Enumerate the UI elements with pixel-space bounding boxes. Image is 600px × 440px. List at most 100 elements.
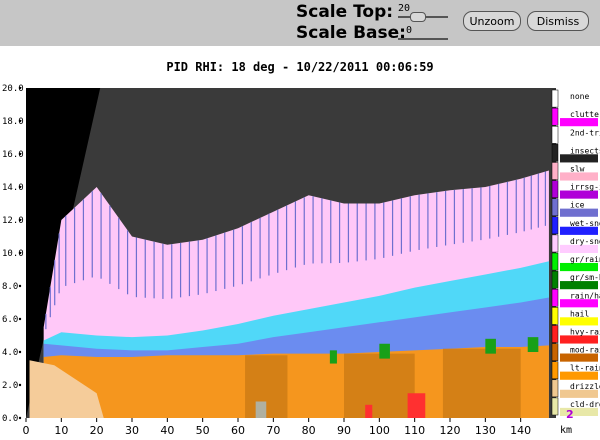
y-tick-label: 2.0 <box>2 381 18 391</box>
legend-color-bar <box>560 244 598 253</box>
unzoom-button[interactable]: Unzoom <box>463 11 521 31</box>
y-tick-dot <box>18 119 22 123</box>
legend-swatch <box>551 234 559 253</box>
y-tick-label: 0.0 <box>2 414 18 424</box>
x-tick-label: 110 <box>404 424 425 437</box>
y-tick-dot <box>18 284 22 288</box>
scale-base-slider[interactable] <box>398 38 448 40</box>
legend-label: rain/hail <box>570 291 600 300</box>
legend-color-bar <box>560 190 598 199</box>
legend-label: hail <box>570 309 589 318</box>
y-tick-label: 10.0 <box>2 249 24 259</box>
legend-swatch <box>551 307 559 325</box>
legend-label: irrsg-ice <box>570 183 600 192</box>
y-tick-label: 16.0 <box>2 150 24 160</box>
legend-color-bar <box>560 154 598 163</box>
layer-gr-sm-hail <box>485 338 496 354</box>
legend-color-bar <box>560 136 598 145</box>
y-tick-label: 14.0 <box>2 183 24 193</box>
x-tick-label: 120 <box>440 424 461 437</box>
x-axis-label: km <box>560 425 572 436</box>
scale-base-label: Scale Base: <box>296 23 406 43</box>
y-tick-label: 8.0 <box>2 282 18 292</box>
layer-hvy-rain <box>407 393 426 418</box>
legend-color-bar <box>560 371 598 380</box>
legend-swatch <box>551 144 559 162</box>
y-tick-dot <box>18 185 22 189</box>
y-tick-label: 6.0 <box>2 315 18 325</box>
legend-swatch <box>551 125 559 144</box>
colorbar-tick: 2 <box>566 408 574 421</box>
x-tick-label: 130 <box>475 424 496 437</box>
legend-color-bar <box>560 299 598 308</box>
dismiss-button[interactable]: Dismiss <box>527 11 589 31</box>
scale-base-value: 0 <box>406 25 413 36</box>
legend-label: gr/sm-hail <box>570 273 600 282</box>
layer-cld-drops <box>255 401 267 418</box>
x-tick-label: 10 <box>54 424 68 437</box>
y-tick-dot <box>18 86 22 90</box>
legend-swatch <box>551 216 559 235</box>
y-tick-dot <box>18 317 22 321</box>
legend-color-bar <box>560 407 598 416</box>
legend-color-bar <box>560 226 598 235</box>
x-tick-label: 80 <box>302 424 316 437</box>
legend-label: lt-rain <box>570 364 600 373</box>
legend-swatch <box>551 198 559 217</box>
y-tick-label: 20.0 <box>2 84 24 94</box>
legend-color-bar <box>560 317 598 326</box>
x-tick-label: 0 <box>23 424 30 437</box>
y-tick-dot <box>18 383 22 387</box>
legend-swatch <box>551 397 559 416</box>
layer-hvy-rain <box>365 404 373 418</box>
y-tick-label: 18.0 <box>2 117 24 127</box>
legend-swatch <box>551 162 559 180</box>
legend-label: hvy-rain <box>570 328 600 337</box>
legend-color-bar <box>560 172 598 181</box>
y-tick-dot <box>18 218 22 222</box>
layer-gr-sm-hail <box>329 350 337 364</box>
legend-label: wet-snow <box>570 219 600 228</box>
legend-color-bar <box>560 99 598 109</box>
x-tick-label: 30 <box>125 424 139 437</box>
y-tick-dot <box>18 251 22 255</box>
x-tick-label: 20 <box>90 424 104 437</box>
x-tick-label: 140 <box>510 424 531 437</box>
toolbar: Scale Top: 20 Scale Base: 0 Unzoom Dismi… <box>0 0 600 47</box>
scale-top-value: 20 <box>398 3 411 14</box>
legend-color-bar <box>560 281 598 290</box>
legend-label: drizzle <box>570 382 600 391</box>
layer-mod-rain <box>442 348 521 418</box>
legend-color-bar <box>560 353 598 362</box>
y-tick-label: 4.0 <box>2 348 18 358</box>
legend-swatch <box>551 325 559 343</box>
legend-label: mod-rain <box>570 346 600 355</box>
legend-swatch <box>551 361 559 380</box>
y-tick-label: 12.0 <box>2 216 24 226</box>
legend-swatch <box>551 379 559 398</box>
legend-label: dry-snow <box>570 237 600 246</box>
x-tick-label: 70 <box>266 424 280 437</box>
layer-mod-rain <box>344 353 415 418</box>
legend-swatch <box>551 343 559 361</box>
x-tick-label: 100 <box>369 424 390 437</box>
legend-label: cld-drops <box>570 400 600 409</box>
pid-rhi-chart[interactable]: 0.0 2.0 4.0 6.0 8.0 10.0 12.0 14.0 16.0 18.0 20.0 0… <box>0 80 600 440</box>
legend-label: gr/rain <box>570 255 600 264</box>
scale-top-slider-knob[interactable] <box>410 12 426 22</box>
legend-color-bar <box>560 208 598 217</box>
legend-swatch <box>551 252 559 271</box>
scale-top-label: Scale Top: <box>296 2 394 22</box>
x-tick-label: 90 <box>337 424 351 437</box>
y-tick-dot <box>18 350 22 354</box>
legend-color-bar <box>560 262 598 272</box>
legend-label: ice <box>570 201 585 210</box>
legend-label: clutter <box>570 110 600 119</box>
layer-gr-sm-hail <box>379 343 390 359</box>
legend-label: slw <box>570 165 585 174</box>
legend-swatch <box>551 89 559 108</box>
legend-label: 2nd-trip <box>570 128 600 137</box>
plot-title: PID RHI: 18 deg - 10/22/2011 00:06:59 <box>166 60 434 74</box>
legend-color-bar <box>560 118 598 127</box>
